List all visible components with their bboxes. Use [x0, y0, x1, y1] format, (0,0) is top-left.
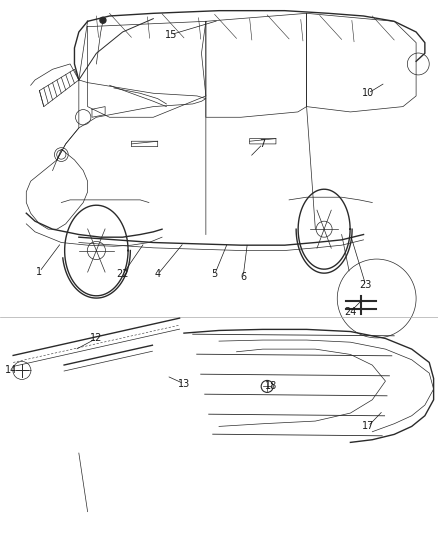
Text: 1: 1 [36, 267, 42, 277]
Text: 18: 18 [265, 382, 278, 391]
Text: 4: 4 [155, 270, 161, 279]
Text: 24: 24 [344, 307, 357, 317]
Text: 5: 5 [212, 270, 218, 279]
Text: 13: 13 [178, 379, 190, 389]
Text: 22: 22 [117, 270, 129, 279]
Text: 14: 14 [5, 366, 17, 375]
Text: 10: 10 [362, 88, 374, 98]
FancyBboxPatch shape [131, 141, 158, 147]
Circle shape [100, 17, 106, 23]
Text: 6: 6 [240, 272, 246, 282]
Text: 17: 17 [362, 422, 374, 431]
Text: 23: 23 [360, 280, 372, 290]
Text: 15: 15 [165, 30, 177, 39]
FancyBboxPatch shape [250, 139, 276, 144]
Text: 7: 7 [260, 139, 266, 149]
Text: 12: 12 [90, 334, 102, 343]
